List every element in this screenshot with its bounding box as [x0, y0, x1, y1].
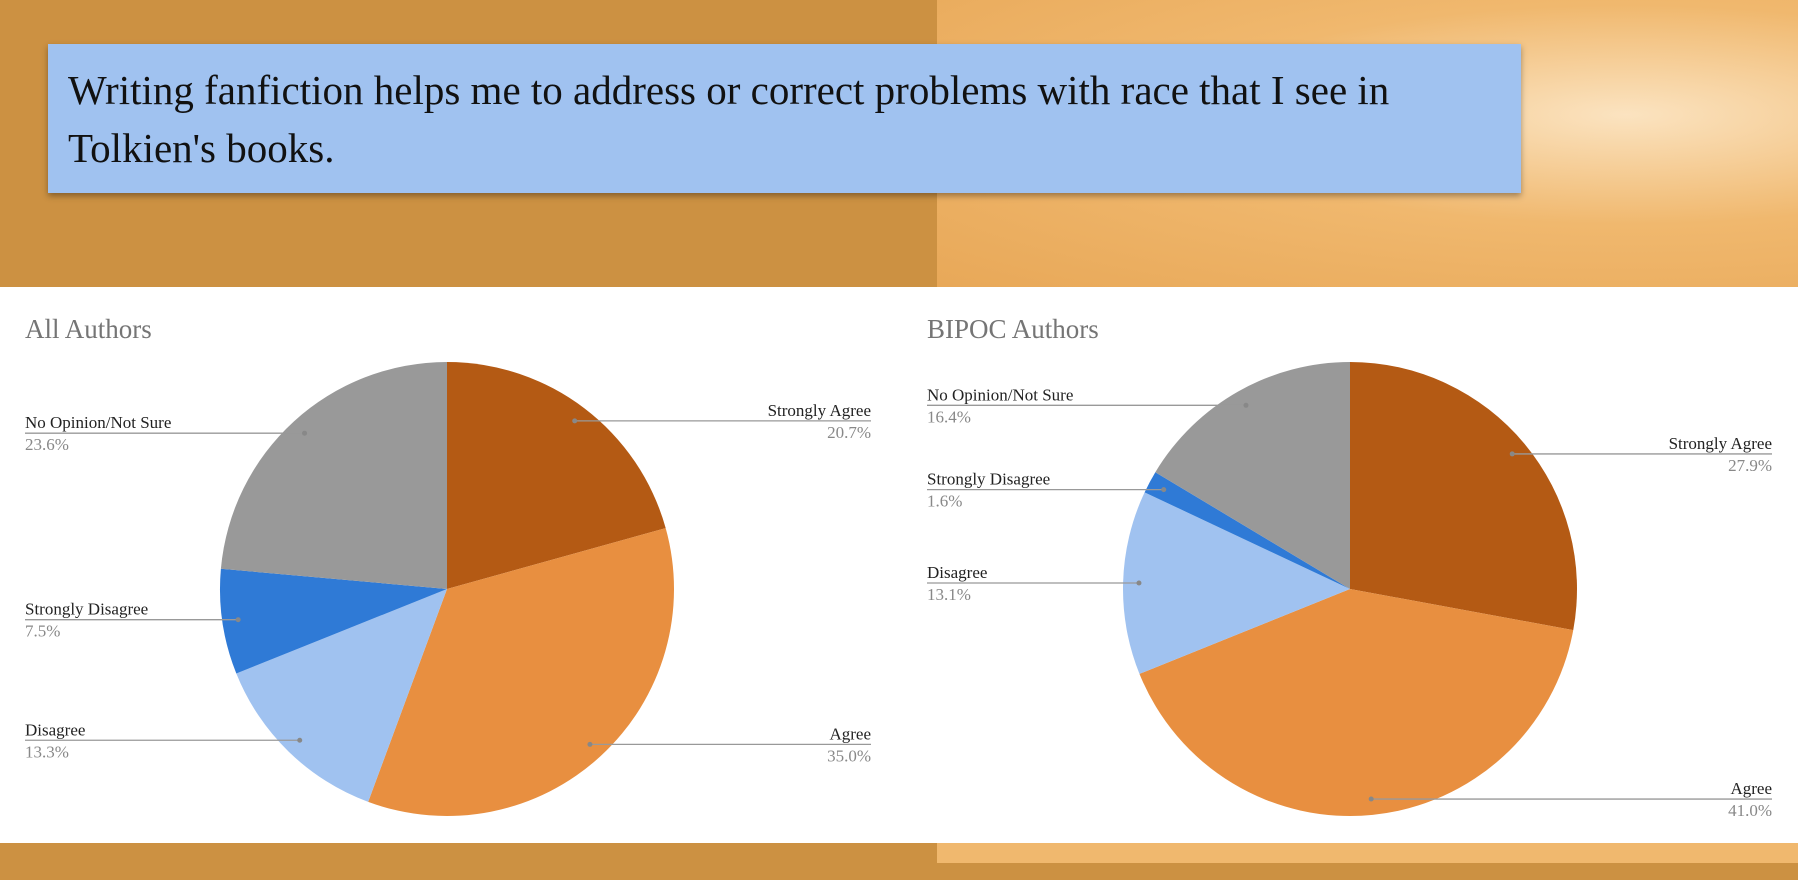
- slice-label: Strongly Disagree: [927, 470, 1050, 489]
- leader-dot: [1243, 402, 1249, 408]
- leader-dot: [1161, 487, 1167, 493]
- pie-slice: [447, 362, 666, 589]
- chart-title: All Authors: [25, 314, 152, 344]
- leader-dot: [302, 430, 308, 436]
- slice-value-label: 20.7%: [827, 423, 871, 442]
- leader-dot: [572, 418, 578, 424]
- leader-dot: [235, 617, 241, 623]
- slice-value-label: 41.0%: [1728, 801, 1772, 820]
- slice-value-label: 27.9%: [1728, 456, 1772, 475]
- slice-value-label: 13.1%: [927, 585, 971, 604]
- leader-dot: [1136, 580, 1142, 586]
- slice-value-label: 23.6%: [25, 435, 69, 454]
- background-texture: [937, 843, 1798, 863]
- slice-label: Disagree: [927, 563, 987, 582]
- slice-label: Agree: [1730, 779, 1772, 798]
- slice-value-label: 13.3%: [25, 742, 69, 761]
- slice-label: Strongly Disagree: [25, 600, 148, 619]
- slice-value-label: 35.0%: [827, 746, 871, 765]
- charts: All Authors Strongly Agree 20.7% Agree 35.0%…: [0, 287, 1798, 843]
- pie-slice: [220, 568, 447, 674]
- pie-slice: [1350, 362, 1577, 631]
- slice-label: No Opinion/Not Sure: [927, 385, 1073, 404]
- pie-slice: [1155, 362, 1350, 589]
- leader-dot: [1368, 796, 1374, 802]
- pie-slice: [236, 589, 447, 802]
- pie-slice: [1144, 472, 1350, 589]
- leader-dot: [1509, 451, 1515, 457]
- leader-dot: [297, 737, 303, 743]
- pie-slice: [220, 362, 447, 589]
- slice-label: No Opinion/Not Sure: [25, 413, 171, 432]
- slice-label: Strongly Agree: [768, 401, 871, 420]
- pie-slice: [1123, 492, 1350, 674]
- leader-dot: [587, 741, 593, 747]
- slice-value-label: 16.4%: [927, 407, 971, 426]
- slice-label: Strongly Agree: [1669, 434, 1772, 453]
- pie-slice: [1139, 589, 1574, 816]
- slice-value-label: 7.5%: [25, 622, 60, 641]
- slice-value-label: 1.6%: [927, 492, 962, 511]
- slice-label: Disagree: [25, 720, 85, 739]
- chart-title: BIPOC Authors: [927, 314, 1099, 344]
- heading: Writing fanfiction helps me to address o…: [48, 44, 1521, 193]
- slice-label: Agree: [829, 724, 871, 743]
